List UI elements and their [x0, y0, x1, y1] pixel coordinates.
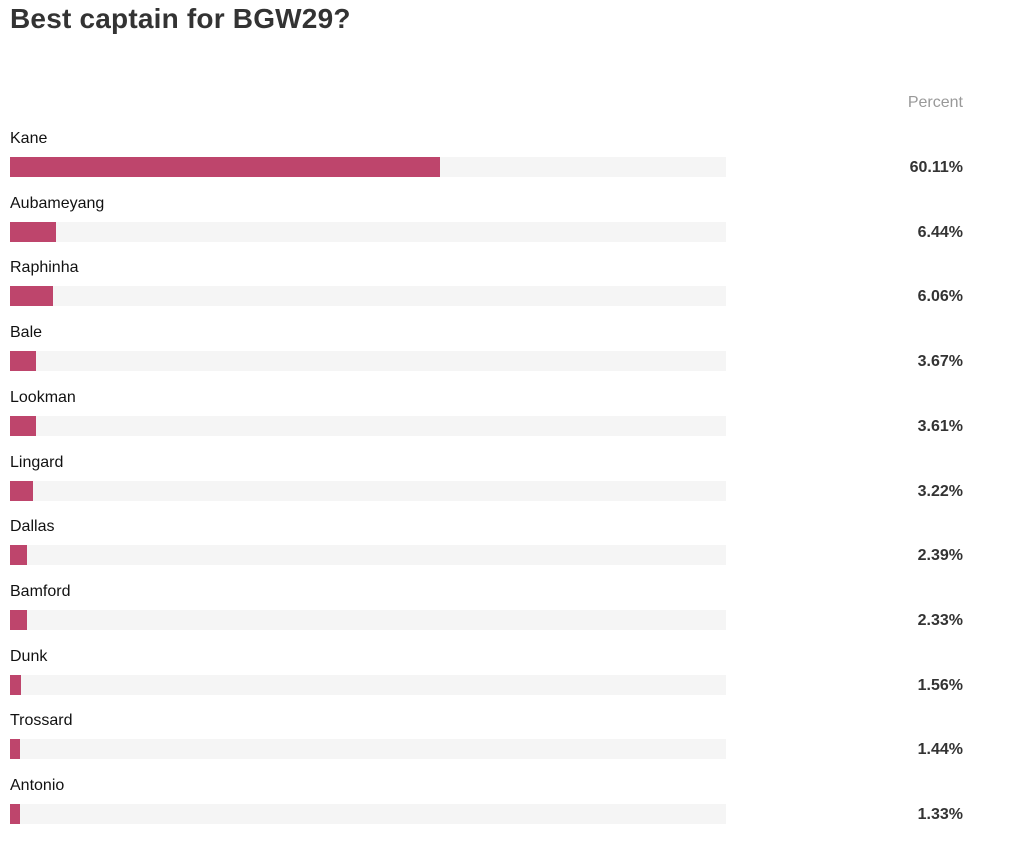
- bar-label: Raphinha: [10, 259, 79, 277]
- bar: [10, 286, 54, 307]
- bar-track: [10, 674, 726, 695]
- bar-row: Kane 60.11%: [0, 130, 1024, 195]
- percent-column-header: Percent: [907, 94, 963, 111]
- bar-label: Antonio: [10, 777, 65, 794]
- bar-value-label: 2.39%: [917, 547, 963, 565]
- bar: [10, 221, 57, 242]
- bar-row: Dunk 1.56%: [0, 648, 1024, 713]
- bar: [10, 157, 441, 177]
- bar-row: Lingard 3.22%: [0, 454, 1024, 519]
- bar: [10, 415, 36, 436]
- chart-title: Best captain for BGW29?: [10, 3, 351, 34]
- bar: [10, 804, 20, 824]
- bar-label: Dallas: [10, 518, 55, 536]
- bar: [10, 609, 27, 630]
- bar-row: Bamford 2.33%: [0, 583, 1024, 648]
- bar-label: Aubameyang: [10, 194, 105, 212]
- bar-value-label: 3.61%: [917, 417, 963, 435]
- bar-label: Kane: [10, 130, 48, 147]
- bar-value-label: 60.11%: [909, 159, 963, 176]
- bar-label: Lingard: [10, 453, 64, 471]
- bar-track: [10, 157, 726, 177]
- bar-track: [10, 804, 726, 824]
- bar-row: Aubameyang 6.44%: [0, 195, 1024, 260]
- bar-track: [10, 609, 726, 630]
- bar-value-label: 1.56%: [917, 676, 963, 694]
- bar-value-label: 3.22%: [917, 482, 963, 500]
- bar-track: [10, 545, 726, 566]
- bar-value-label: 3.67%: [917, 353, 963, 371]
- bar-track: [10, 480, 726, 501]
- bar-label: Dunk: [10, 647, 48, 665]
- bar-value-label: 2.33%: [917, 611, 963, 629]
- bar-track: [10, 286, 726, 307]
- bar-value-label: 6.06%: [917, 288, 963, 306]
- bar-value-label: 1.44%: [917, 741, 963, 759]
- bar-row: Trossard 1.44%: [0, 712, 1024, 777]
- bar-row: Bale 3.67%: [0, 324, 1024, 389]
- bar-label: Lookman: [10, 388, 76, 406]
- bar-track: [10, 221, 726, 242]
- bar-label: Trossard: [10, 712, 73, 730]
- bar: [10, 739, 21, 760]
- bar: [10, 674, 22, 695]
- bar-value-label: 6.44%: [917, 223, 963, 241]
- bar-track: [10, 415, 726, 436]
- bar-label: Bamford: [10, 582, 71, 600]
- bar-label: Bale: [10, 324, 43, 342]
- bar-row: Raphinha 6.06%: [0, 259, 1024, 324]
- bar-row: Lookman 3.61%: [0, 389, 1024, 454]
- bar: [10, 480, 34, 501]
- bar-row: Dallas 2.39%: [0, 518, 1024, 583]
- bar: [10, 545, 28, 566]
- bar-row: Antonio 1.33%: [0, 777, 1024, 842]
- bar: [10, 351, 37, 372]
- bar-track: [10, 351, 726, 372]
- bar-value-label: 1.33%: [917, 806, 963, 823]
- bar-track: [10, 739, 726, 760]
